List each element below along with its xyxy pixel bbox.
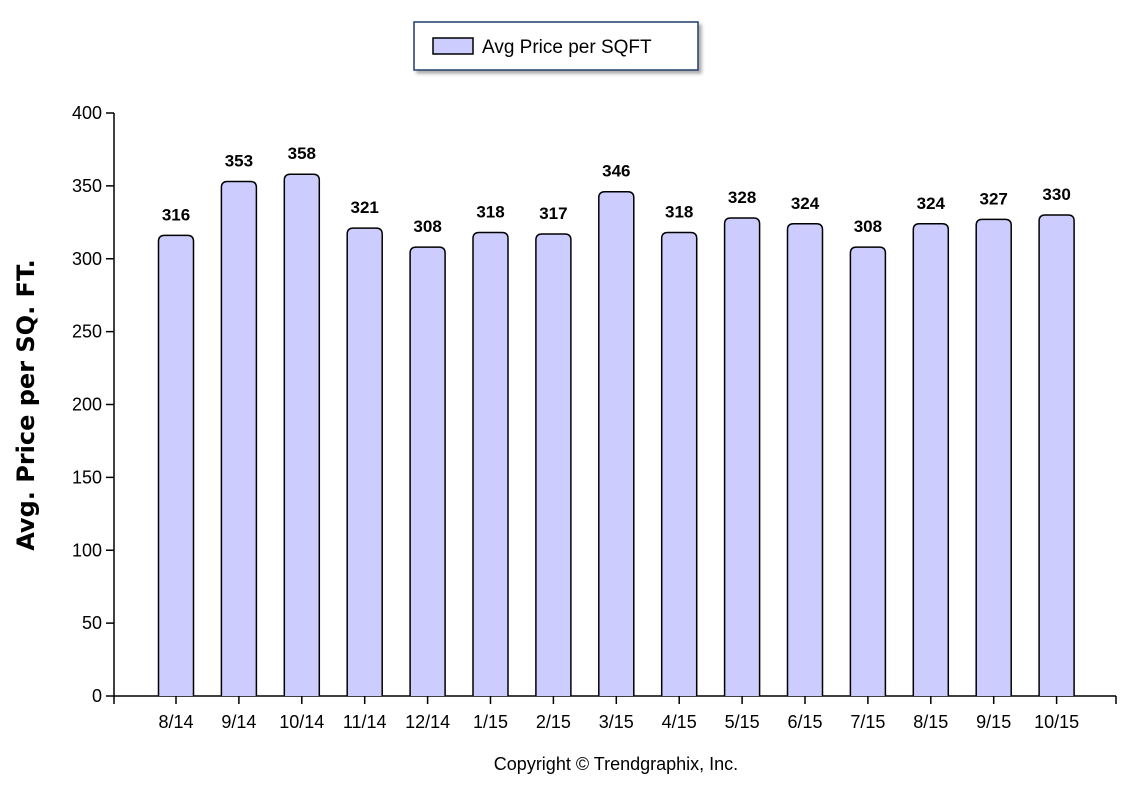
x-axis-ticks: 8/14 9/14 10/14 11/14 12/14 1/15 2/15 3/15 4/15 5… [113, 696, 1117, 732]
bar-3/15 [598, 190, 635, 696]
y-tick-label: 200 [72, 395, 102, 415]
x-tick-label: 4/15 [662, 712, 697, 732]
y-axis-title: Avg. Price per SQ. FT. [12, 259, 40, 551]
data-label-7/15: 308 [854, 217, 882, 236]
bar-8/15 [912, 223, 950, 696]
data-label-3/15: 346 [602, 162, 630, 181]
data-label-9/14: 353 [225, 152, 253, 171]
bar-9/14 [220, 180, 258, 696]
bar-11/14 [346, 227, 383, 696]
bar-2/15 [535, 233, 572, 696]
legend: Avg Price per SQFT [413, 21, 699, 71]
data-label-5/15: 328 [728, 188, 756, 207]
y-tick-label: 100 [72, 540, 102, 560]
data-label-2/15: 317 [539, 204, 567, 223]
data-label-10/15: 330 [1042, 185, 1070, 204]
data-label-8/15: 324 [917, 194, 946, 213]
y-tick-label: 400 [72, 103, 102, 123]
x-tick-label: 8/14 [158, 712, 193, 732]
bar-6/15 [786, 223, 824, 696]
bar-1/15 [472, 231, 509, 696]
legend-label: Avg Price per SQFT [482, 37, 652, 58]
bar-9/15 [975, 218, 1012, 696]
y-tick-label: 350 [72, 176, 102, 196]
y-tick-label: 150 [72, 467, 102, 487]
data-label-6/15: 324 [791, 194, 820, 213]
data-label-9/15: 327 [980, 189, 1008, 208]
bar-7/15 [849, 246, 887, 696]
data-label-10/14: 358 [288, 144, 316, 163]
x-tick-label: 11/14 [343, 712, 387, 732]
bar-12/14 [409, 246, 446, 696]
x-tick-label: 3/15 [599, 712, 634, 732]
copyright-text: Copyright © Trendgraphix, Inc. [494, 754, 738, 774]
x-tick-label: 8/15 [913, 712, 948, 732]
x-tick-label: 10/15 [1034, 712, 1079, 732]
bar-10/14 [283, 173, 321, 696]
bar-4/15 [660, 231, 698, 696]
x-tick-label: 12/14 [405, 712, 450, 732]
y-tick-label: 300 [72, 249, 102, 269]
y-tick-label: 0 [92, 686, 102, 706]
x-tick-label: 10/14 [279, 712, 324, 732]
bar-10/15 [1038, 214, 1075, 696]
data-label-1/15: 318 [476, 203, 504, 222]
data-label-11/14: 321 [351, 198, 379, 217]
bar-5/15 [723, 217, 761, 696]
x-tick-label: 6/15 [787, 712, 822, 732]
bar-8/14 [157, 234, 195, 696]
y-tick-label: 50 [82, 613, 102, 633]
x-tick-label: 9/15 [976, 712, 1011, 732]
data-label-8/14: 316 [162, 205, 190, 224]
x-tick-label: 2/15 [536, 712, 571, 732]
y-tick-label: 250 [72, 322, 102, 342]
x-tick-label: 7/15 [850, 712, 885, 732]
data-label-12/14: 308 [413, 217, 441, 236]
x-tick-label: 1/15 [473, 712, 508, 732]
legend-swatch [432, 37, 474, 55]
y-axis-ticks: 0 50 100 150 200 250 300 350 400 [72, 103, 114, 706]
x-tick-label: 9/14 [221, 712, 256, 732]
x-tick-label: 5/15 [725, 712, 760, 732]
data-label-4/15: 318 [665, 203, 693, 222]
bars: 316 353 358 321 308 318 317 346 318 328 324 308 324 3… [157, 144, 1075, 696]
